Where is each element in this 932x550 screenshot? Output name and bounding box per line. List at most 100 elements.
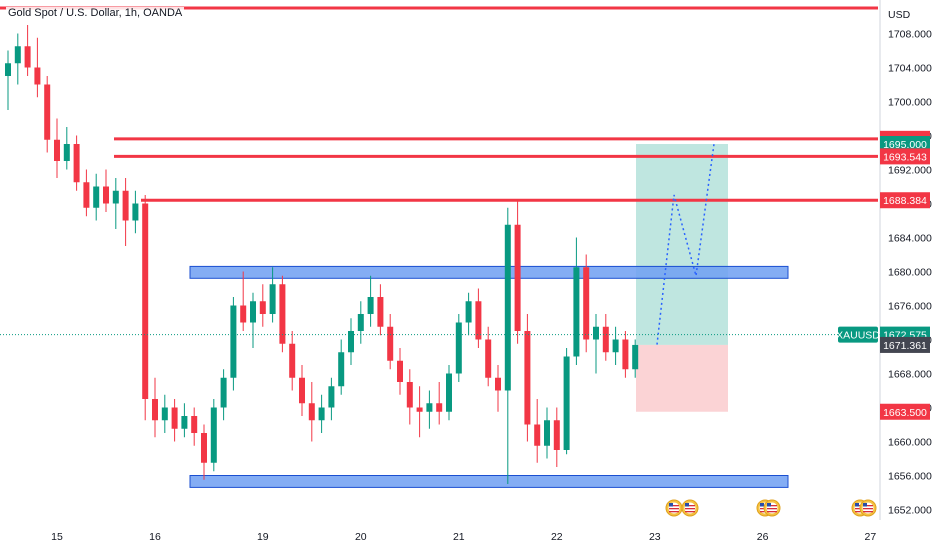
price-tag-text: 1688.384 xyxy=(883,195,927,207)
candle xyxy=(93,173,100,221)
candle-body xyxy=(132,203,139,221)
price-tick-label: 1656.000 xyxy=(888,471,932,483)
price-tag: 1693.543 xyxy=(880,148,930,165)
candle xyxy=(348,318,354,365)
candle xyxy=(201,424,207,480)
candle-body xyxy=(495,377,501,391)
price-tag-bg xyxy=(880,136,930,152)
candle-body xyxy=(573,267,580,357)
candle xyxy=(583,254,590,353)
time-axis[interactable]: 15 16 19 20 21 22 23 26 27 xyxy=(51,531,876,543)
candle xyxy=(387,314,394,370)
candle-body xyxy=(240,305,247,323)
candle xyxy=(54,118,60,178)
candle-body xyxy=(112,190,119,204)
candle xyxy=(328,377,335,421)
candle-body xyxy=(279,284,286,344)
event-flag-stripe xyxy=(685,511,695,513)
chart-title: Gold Spot / U.S. Dollar, 1h, OANDA xyxy=(6,7,185,19)
date-tick-label: 16 xyxy=(149,531,161,543)
candle-body xyxy=(83,182,90,208)
candle-body xyxy=(534,424,541,446)
candle xyxy=(14,33,21,85)
candle xyxy=(308,382,315,442)
candle xyxy=(318,394,325,433)
event-flag-stripe xyxy=(685,505,695,507)
candle-body xyxy=(152,399,158,421)
profit-target-box[interactable] xyxy=(636,144,728,345)
candle xyxy=(279,275,286,353)
price-tick-label: 1668.000 xyxy=(888,369,932,381)
event-flag-stripe xyxy=(669,505,679,507)
candle-body xyxy=(446,373,452,412)
candle xyxy=(240,271,247,331)
support-zone[interactable] xyxy=(189,475,789,488)
candle-body xyxy=(191,416,198,433)
candle-body xyxy=(34,67,41,85)
price-tag-text: 1663.500 xyxy=(883,407,927,419)
candle xyxy=(181,403,188,438)
candle-body xyxy=(73,144,80,183)
price-tag-text: 1693.543 xyxy=(883,151,927,163)
price-labels: 1695.6071695.0001693.5431688.384XAUUSD16… xyxy=(836,130,930,420)
candle xyxy=(602,314,609,361)
candle xyxy=(152,377,158,438)
price-tag: 1695.000 xyxy=(880,136,930,152)
price-tag-bg xyxy=(880,148,930,165)
candle xyxy=(34,37,41,98)
candle xyxy=(544,407,550,459)
candle xyxy=(426,390,433,429)
projection-dotted-path[interactable] xyxy=(656,143,715,345)
candle-body xyxy=(602,326,609,353)
price-tick-label: 1704.000 xyxy=(888,63,932,75)
position-boxes xyxy=(636,144,728,412)
candle xyxy=(44,76,51,153)
economic-events[interactable] xyxy=(665,499,877,517)
candle xyxy=(83,169,90,217)
candle-body xyxy=(210,407,217,463)
candle xyxy=(485,326,492,387)
candle xyxy=(112,178,119,229)
candle-body xyxy=(485,339,492,378)
date-tick-label: 19 xyxy=(257,531,269,543)
candle xyxy=(446,365,452,421)
candle-body xyxy=(622,339,629,370)
price-tick-label: 1676.000 xyxy=(888,301,932,313)
candle xyxy=(612,326,619,365)
date-tick-label: 23 xyxy=(649,531,661,543)
candle xyxy=(573,237,580,365)
candle-body xyxy=(357,314,364,331)
candle-body xyxy=(201,433,207,463)
event-flag-stripe xyxy=(863,508,873,510)
candle-body xyxy=(367,297,374,314)
candle-body xyxy=(348,331,354,353)
candle xyxy=(220,369,227,421)
event-flag-canton xyxy=(685,503,689,507)
candle-body xyxy=(122,190,129,221)
candle-body xyxy=(455,322,462,374)
price-tick-label: 1708.000 xyxy=(888,29,932,41)
candle xyxy=(24,25,31,76)
candle-body xyxy=(14,46,21,64)
us-flag-icon[interactable] xyxy=(763,499,781,517)
candle-body xyxy=(63,144,70,161)
candle-body xyxy=(397,360,403,382)
candle xyxy=(230,297,237,391)
us-flag-icon[interactable] xyxy=(681,499,699,517)
support-resistance-zones[interactable] xyxy=(189,265,789,488)
candle-body xyxy=(465,301,472,323)
candle xyxy=(377,284,384,336)
candle-body xyxy=(377,297,384,327)
candle xyxy=(367,275,374,327)
us-flag-icon[interactable] xyxy=(859,499,877,517)
candle-body xyxy=(250,301,256,323)
projection-path[interactable] xyxy=(656,143,715,345)
candle-body xyxy=(269,284,276,314)
candle xyxy=(436,382,443,425)
resistance-zone[interactable] xyxy=(189,265,789,279)
candle-body xyxy=(475,301,482,340)
us-flag-icon[interactable] xyxy=(665,499,683,517)
stop-loss-box[interactable] xyxy=(636,344,728,412)
event-flag-canton xyxy=(855,503,859,507)
